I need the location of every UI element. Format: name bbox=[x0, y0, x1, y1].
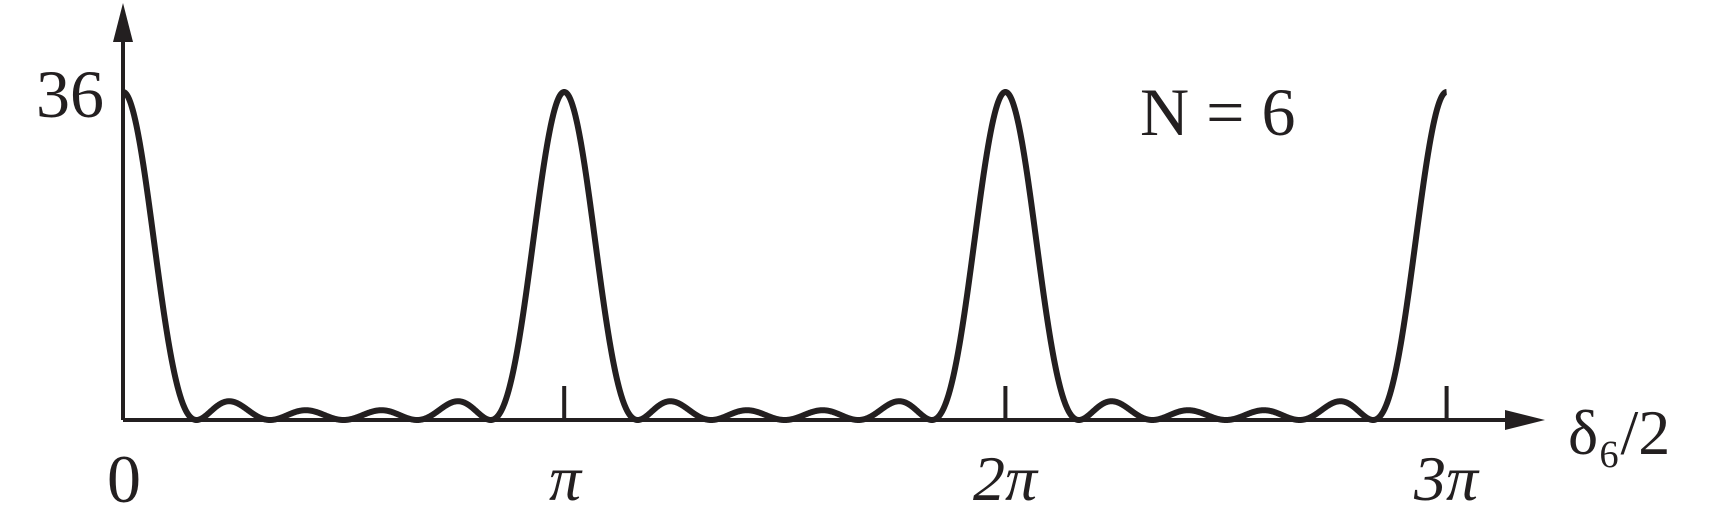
x-tick-label-3pi: 3π bbox=[1413, 443, 1480, 514]
n-annotation: N = 6 bbox=[1140, 74, 1295, 150]
y-axis-arrow bbox=[113, 3, 133, 42]
x-axis-label: δ₆/2 bbox=[1568, 397, 1670, 468]
x-tick-label-2pi: 2π bbox=[973, 443, 1039, 514]
x-tick-label-0: 0 bbox=[107, 441, 141, 517]
intensity-curve bbox=[120, 89, 1450, 423]
y-tick-label-36: 36 bbox=[36, 56, 104, 132]
x-tick-labels: 0 π 2π 3π bbox=[107, 441, 1480, 517]
x-axis-arrow bbox=[1505, 410, 1545, 430]
x-ticks bbox=[562, 386, 1449, 420]
x-tick-label-pi: π bbox=[549, 443, 583, 514]
y-axis bbox=[113, 3, 133, 420]
